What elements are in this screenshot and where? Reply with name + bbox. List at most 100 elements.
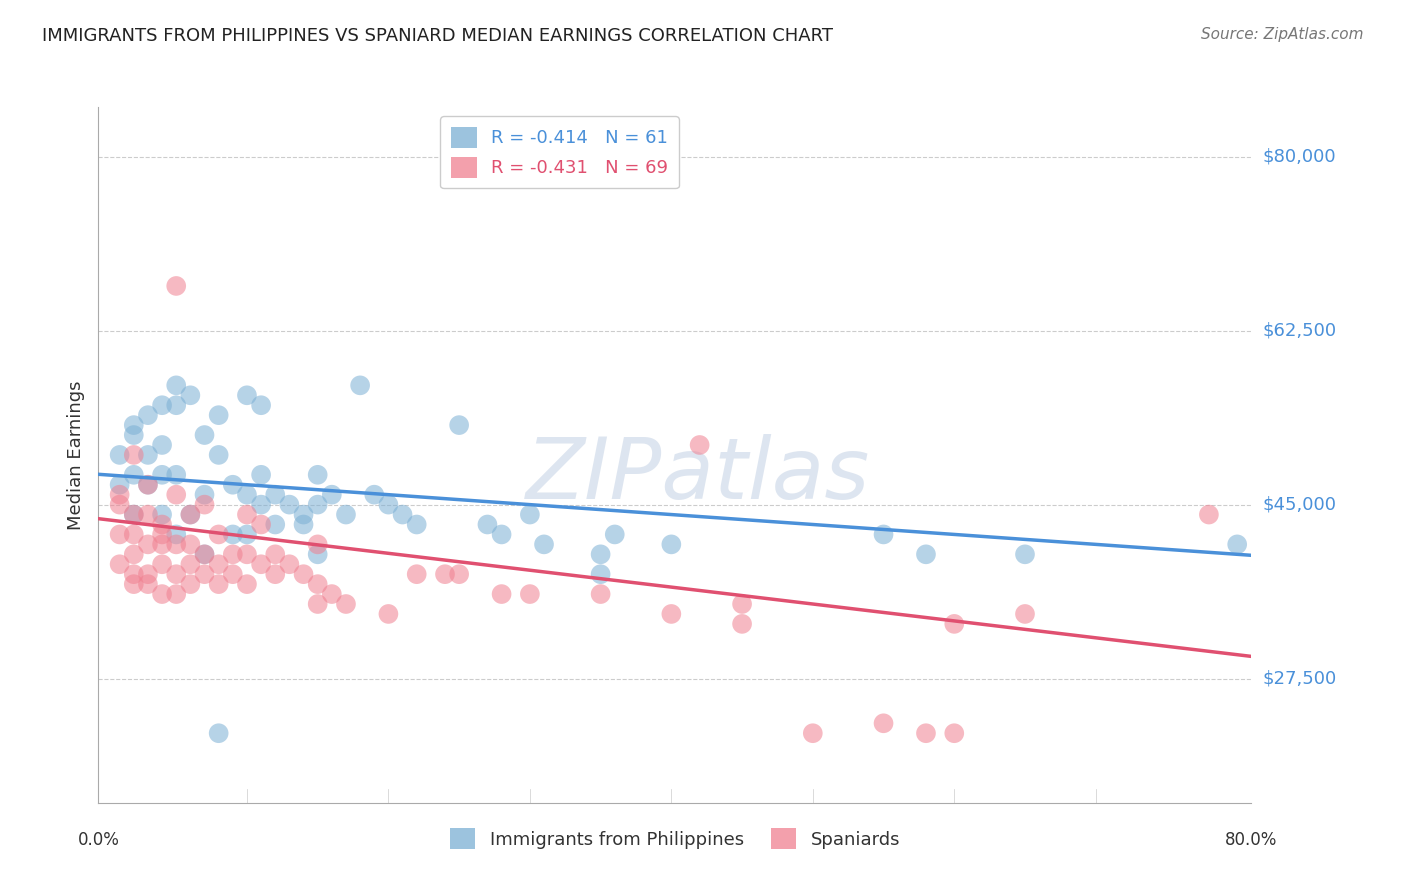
Point <box>278 498 301 512</box>
Point <box>349 378 371 392</box>
Point <box>165 587 187 601</box>
Text: 80.0%: 80.0% <box>1225 830 1278 848</box>
Point <box>250 498 273 512</box>
Point <box>292 567 315 582</box>
Point <box>533 537 555 551</box>
Point <box>250 558 273 572</box>
Legend: Immigrants from Philippines, Spaniards: Immigrants from Philippines, Spaniards <box>443 822 907 856</box>
Text: ZIPatlas: ZIPatlas <box>526 434 870 517</box>
Point <box>491 527 513 541</box>
Point <box>659 537 682 551</box>
Point <box>250 467 273 482</box>
Point <box>405 517 427 532</box>
Point <box>1014 547 1036 561</box>
Point <box>1014 607 1036 621</box>
Point <box>193 428 215 442</box>
Point <box>264 517 287 532</box>
Point <box>108 498 131 512</box>
Point <box>335 508 357 522</box>
Point <box>150 537 173 551</box>
Point <box>377 607 399 621</box>
Point <box>801 726 824 740</box>
Point <box>222 477 245 491</box>
Point <box>659 607 682 621</box>
Point <box>179 388 201 402</box>
Point <box>150 398 173 412</box>
Point <box>179 558 201 572</box>
Point <box>122 508 145 522</box>
Point <box>208 577 231 591</box>
Point <box>689 438 711 452</box>
Point <box>307 597 329 611</box>
Point <box>122 467 145 482</box>
Text: $62,500: $62,500 <box>1263 322 1337 340</box>
Point <box>208 726 231 740</box>
Point <box>136 448 159 462</box>
Point <box>208 448 231 462</box>
Point <box>589 587 612 601</box>
Point <box>122 508 145 522</box>
Point <box>731 597 754 611</box>
Text: $45,000: $45,000 <box>1263 496 1337 514</box>
Point <box>1226 537 1249 551</box>
Point <box>122 428 145 442</box>
Point <box>519 508 541 522</box>
Point <box>449 567 471 582</box>
Text: $80,000: $80,000 <box>1263 148 1336 166</box>
Point <box>165 537 187 551</box>
Point <box>136 508 159 522</box>
Point <box>108 448 131 462</box>
Point <box>208 527 231 541</box>
Point <box>122 577 145 591</box>
Point <box>108 558 131 572</box>
Point <box>236 488 259 502</box>
Point <box>165 567 187 582</box>
Y-axis label: Median Earnings: Median Earnings <box>66 380 84 530</box>
Point <box>150 467 173 482</box>
Point <box>193 567 215 582</box>
Point <box>108 477 131 491</box>
Point <box>136 537 159 551</box>
Point <box>208 408 231 422</box>
Point <box>150 517 173 532</box>
Point <box>1198 508 1220 522</box>
Text: 0.0%: 0.0% <box>77 830 120 848</box>
Point <box>222 527 245 541</box>
Point <box>136 477 159 491</box>
Point <box>603 527 626 541</box>
Point <box>292 517 315 532</box>
Point <box>136 477 159 491</box>
Point <box>236 527 259 541</box>
Point <box>165 279 187 293</box>
Point <box>122 418 145 433</box>
Point <box>222 567 245 582</box>
Point <box>179 508 201 522</box>
Text: Source: ZipAtlas.com: Source: ZipAtlas.com <box>1201 27 1364 42</box>
Point <box>236 388 259 402</box>
Point <box>122 448 145 462</box>
Point <box>136 577 159 591</box>
Text: IMMIGRANTS FROM PHILIPPINES VS SPANIARD MEDIAN EARNINGS CORRELATION CHART: IMMIGRANTS FROM PHILIPPINES VS SPANIARD … <box>42 27 834 45</box>
Point <box>150 527 173 541</box>
Point <box>943 616 966 631</box>
Point <box>108 488 131 502</box>
Point <box>122 527 145 541</box>
Point <box>335 597 357 611</box>
Point <box>236 508 259 522</box>
Point <box>321 587 343 601</box>
Point <box>321 488 343 502</box>
Point <box>250 398 273 412</box>
Point <box>307 547 329 561</box>
Point <box>363 488 385 502</box>
Point <box>122 547 145 561</box>
Point <box>405 567 427 582</box>
Point <box>915 726 938 740</box>
Point <box>150 438 173 452</box>
Point <box>307 537 329 551</box>
Point <box>943 726 966 740</box>
Point <box>122 567 145 582</box>
Point <box>165 398 187 412</box>
Point <box>236 577 259 591</box>
Point <box>278 558 301 572</box>
Point <box>434 567 457 582</box>
